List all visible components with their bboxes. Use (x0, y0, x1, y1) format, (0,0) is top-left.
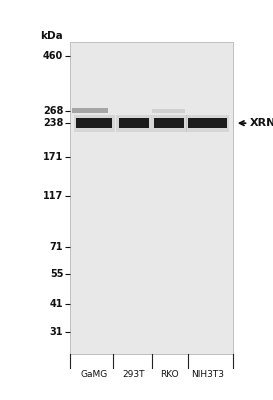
Bar (154, 118, 184, 128)
Text: 55: 55 (50, 268, 63, 278)
Text: RKO: RKO (160, 370, 179, 379)
Text: 71: 71 (50, 242, 63, 252)
Text: kDa: kDa (41, 31, 63, 41)
Bar (76, 118, 112, 128)
Bar (74, 114, 115, 132)
Text: 117: 117 (43, 191, 63, 201)
Bar (72, 108, 108, 113)
Text: 268: 268 (43, 106, 63, 116)
Bar (116, 114, 152, 132)
Bar (119, 118, 149, 128)
Bar (188, 118, 227, 128)
Text: 171: 171 (43, 152, 63, 162)
Bar (152, 109, 185, 113)
Text: 460: 460 (43, 50, 63, 60)
Bar (70, 42, 233, 354)
Text: 41: 41 (50, 299, 63, 309)
Text: 31: 31 (50, 328, 63, 338)
Bar (186, 114, 229, 132)
Text: XRN1: XRN1 (250, 118, 273, 128)
Bar (152, 114, 187, 132)
Text: 293T: 293T (123, 370, 145, 379)
Text: GaMG: GaMG (81, 370, 108, 379)
Text: 238: 238 (43, 118, 63, 128)
Text: NIH3T3: NIH3T3 (191, 370, 224, 379)
